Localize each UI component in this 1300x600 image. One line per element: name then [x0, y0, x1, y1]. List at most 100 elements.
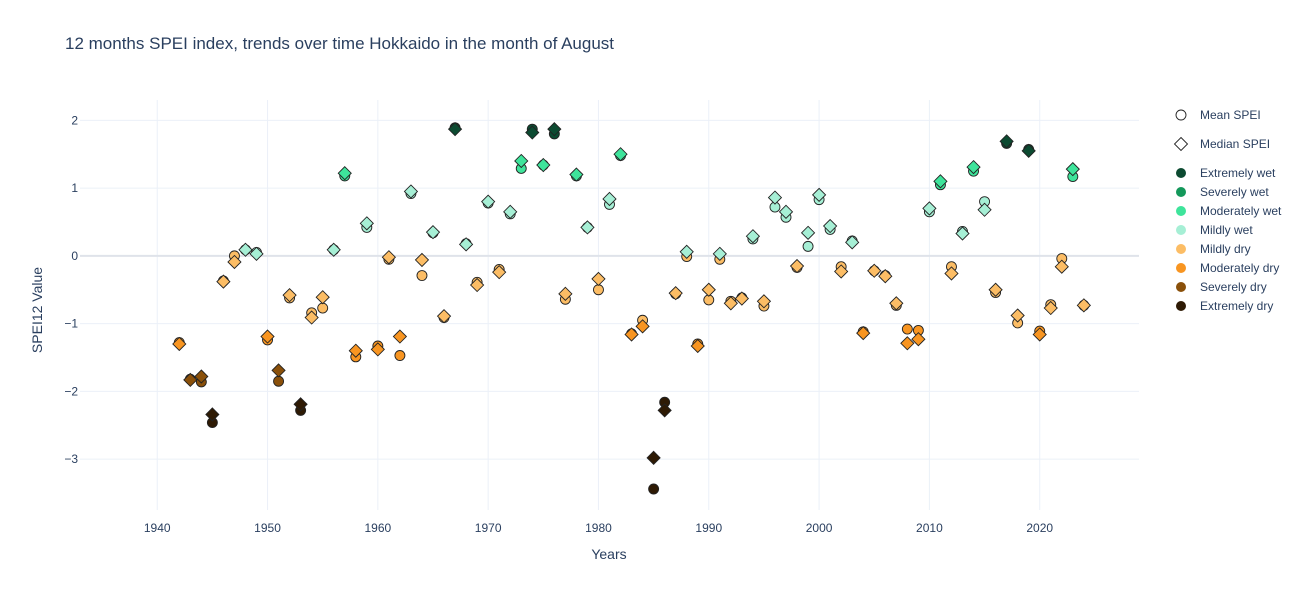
x-axis-title: Years: [591, 546, 627, 562]
median-spei-point: [591, 271, 606, 287]
y-tick-label: −2: [64, 384, 78, 398]
median-spei-point: [613, 147, 628, 162]
median-spei-point: [481, 194, 496, 209]
legend-swatch-sw: [1176, 187, 1186, 197]
median-spei-point: [800, 225, 816, 240]
median-spei-point: [955, 226, 970, 241]
median-spei-point: [635, 319, 650, 334]
axis-layer: 1940 1950 1960 1970 1980 1990 2000 2010 2020 2 1 0 −…: [64, 113, 1053, 535]
y-tick-label: 0: [71, 249, 78, 263]
median-spei-point: [867, 263, 882, 278]
median-spei-point: [701, 282, 716, 297]
median-spei-point: [646, 450, 661, 465]
legend-label: Moderately wet: [1200, 204, 1282, 218]
legend-label: Mildly wet: [1200, 223, 1253, 237]
legend-label: Mean SPEI: [1200, 108, 1261, 122]
median-spei-point: [425, 225, 441, 240]
median-spei-point: [337, 166, 352, 181]
median-spei-point: [668, 286, 683, 301]
median-spei-point: [436, 309, 452, 324]
median-spei-point: [326, 242, 341, 257]
median-spei-point: [1043, 300, 1058, 316]
median-spei-point: [734, 291, 750, 306]
median-spei-point: [690, 338, 705, 354]
median-spei-point: [249, 246, 264, 261]
median-spei-point: [403, 184, 419, 199]
median-spei-point: [911, 332, 926, 347]
median-spei-point: [392, 329, 408, 344]
marker-layer: [172, 122, 1091, 495]
median-spei-point: [315, 290, 330, 305]
median-spei-point: [988, 282, 1003, 297]
median-spei-point: [878, 269, 893, 284]
x-tick-label: 2020: [1026, 521, 1053, 535]
mean-spei-point: [273, 375, 285, 387]
y-tick-label: 1: [71, 181, 78, 195]
median-spei-point: [624, 327, 639, 342]
x-tick-label: 1960: [364, 521, 391, 535]
median-spei-point: [492, 264, 507, 280]
median-spei-point: [194, 369, 209, 384]
median-spei-point: [503, 204, 518, 219]
median-spei-point: [602, 191, 617, 207]
legend-swatch-sd: [1176, 282, 1186, 292]
mean-spei-point: [901, 323, 913, 335]
mean-spei-point: [648, 483, 660, 495]
mean-spei-point: [416, 270, 428, 281]
median-spei-point: [712, 246, 727, 261]
median-spei-point: [536, 157, 551, 173]
y-axis-title: SPEI12 Value: [29, 266, 45, 354]
median-spei-point: [348, 343, 363, 358]
legend-label: Mildly dry: [1200, 242, 1251, 256]
median-spei-point: [811, 187, 827, 203]
median-spei-point: [469, 277, 485, 293]
median-spei-point: [558, 286, 573, 301]
median-spei-point: [657, 403, 672, 418]
legend-diamond-icon: [1173, 136, 1189, 152]
median-spei-point: [756, 294, 772, 309]
y-tick-label: 2: [71, 113, 78, 127]
median-spei-point: [679, 244, 694, 259]
median-spei-point: [547, 122, 562, 137]
legend-swatch-mw: [1176, 206, 1186, 216]
median-spei-point: [889, 296, 904, 311]
y-tick-label: −3: [64, 452, 78, 466]
median-spei-point: [381, 250, 397, 265]
median-spei-point: [977, 202, 992, 217]
median-spei-point: [822, 218, 838, 234]
median-spei-point: [1076, 298, 1091, 313]
legend-swatch-ed: [1176, 301, 1186, 311]
legend-circle-icon: [1175, 109, 1187, 121]
median-spei-point: [580, 220, 595, 235]
median-spei-point: [514, 153, 529, 169]
median-spei-point: [789, 258, 805, 274]
median-spei-point: [525, 125, 540, 140]
legend-label: Severely dry: [1200, 280, 1267, 294]
median-spei-point: [966, 159, 981, 175]
legend-label: Extremely wet: [1200, 166, 1276, 180]
median-spei-point: [205, 407, 220, 422]
median-spei-point: [1032, 327, 1047, 342]
legend-layer: Mean SPEI Median SPEI Extremely wet Severel…: [1173, 108, 1282, 313]
legend-label: Median SPEI: [1200, 137, 1270, 151]
median-spei-point: [271, 363, 286, 378]
x-tick-label: 1990: [695, 521, 722, 535]
legend-label: Severely wet: [1200, 185, 1269, 199]
x-tick-label: 1970: [475, 521, 502, 535]
legend-swatch-ld: [1176, 244, 1186, 254]
y-tick-label: −1: [64, 317, 78, 331]
median-spei-point: [216, 274, 231, 289]
median-spei-point: [944, 266, 959, 281]
median-spei-point: [282, 288, 297, 303]
median-spei-point: [458, 237, 474, 252]
x-tick-label: 1980: [585, 521, 612, 535]
chart-title: 12 months SPEI index, trends over time H…: [65, 34, 615, 53]
median-spei-point: [293, 397, 308, 412]
mean-spei-point: [593, 284, 604, 296]
median-spei-point: [900, 336, 915, 351]
median-spei-point: [569, 167, 584, 182]
grid-layer: [80, 100, 1139, 510]
median-spei-point: [723, 296, 738, 311]
median-spei-point: [933, 174, 948, 189]
